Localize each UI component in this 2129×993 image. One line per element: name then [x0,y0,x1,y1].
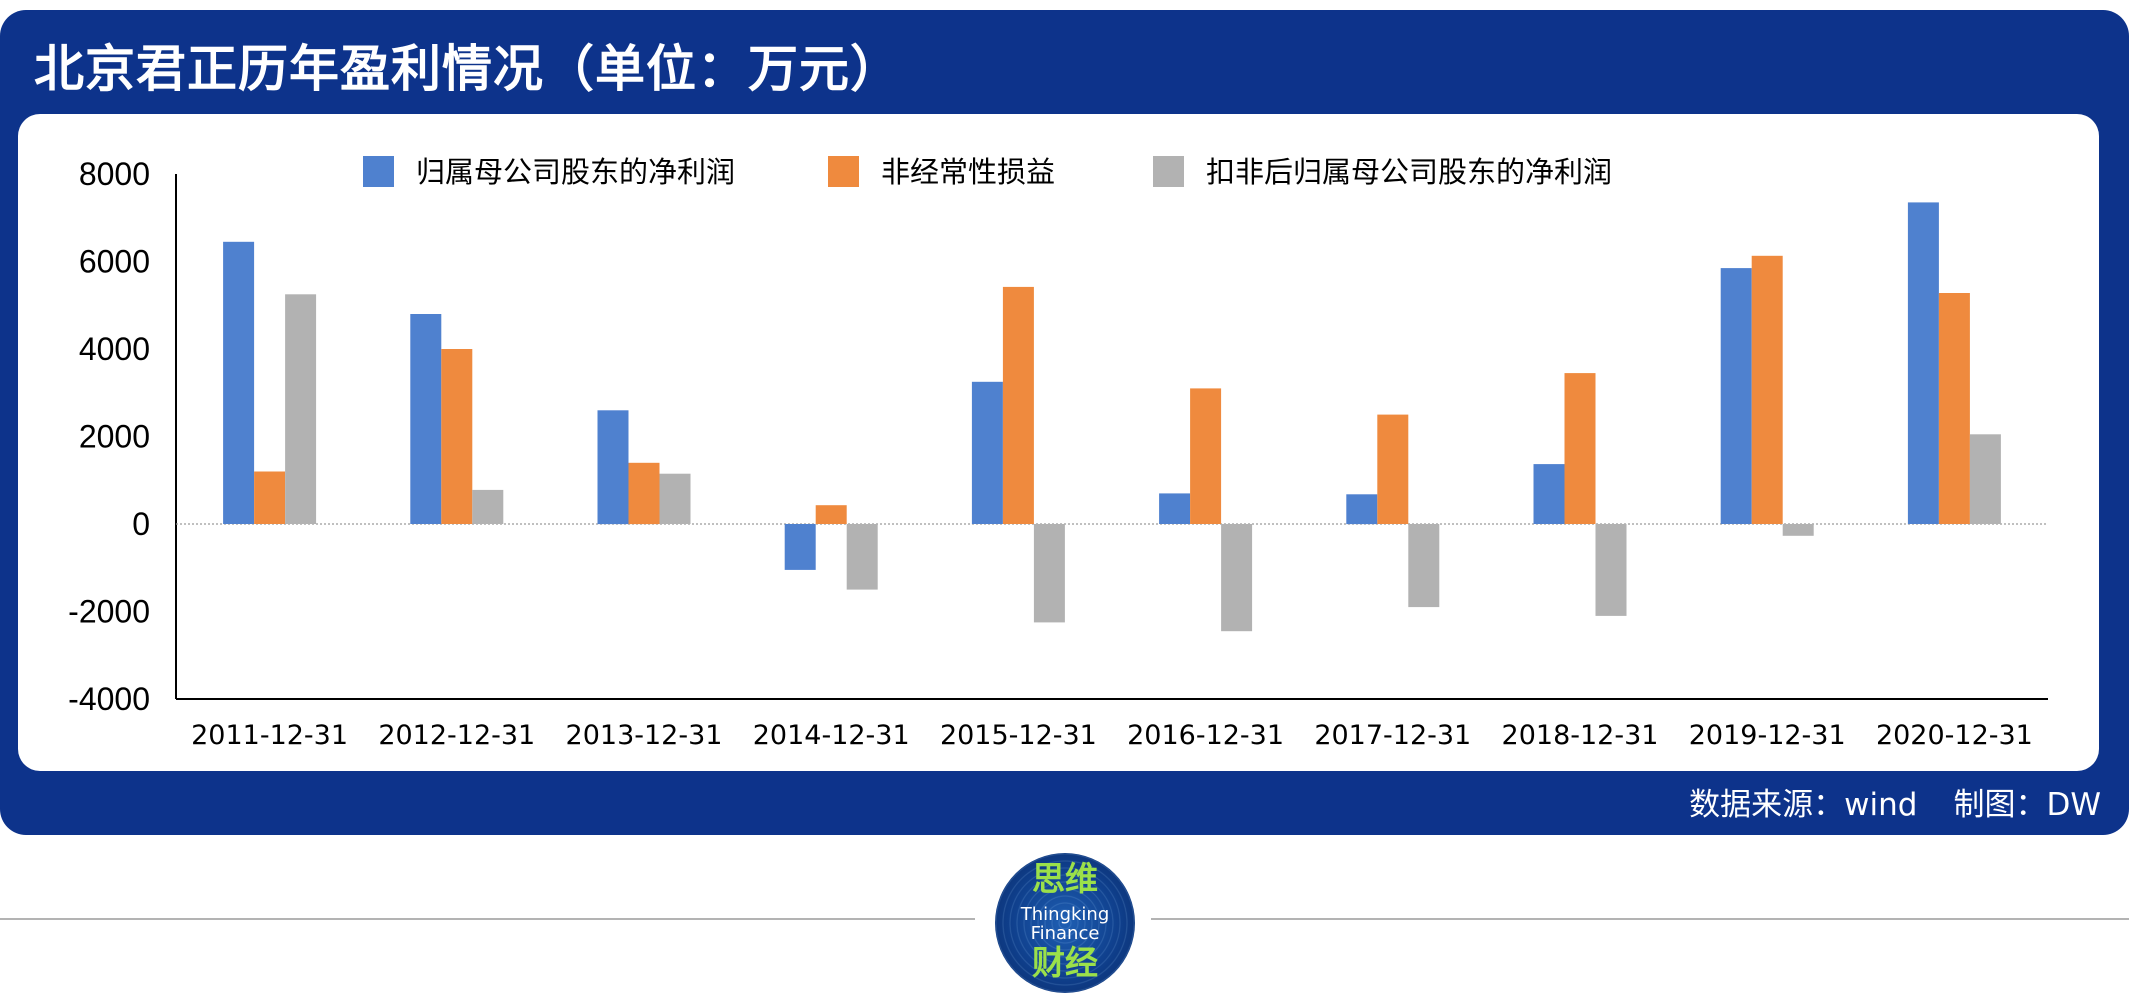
divider-right [1151,918,2129,920]
footer: 数据来源：wind 制图：DW [1689,782,2101,828]
y-tick-label: -4000 [68,681,150,717]
logo-en-line2: Finance [1030,923,1100,944]
thinking-finance-logo: 思维 Thingking Finance 财经 [995,853,1135,993]
bar-2019-12-31-series-3 [1782,524,1814,536]
bar-2018-12-31-series-3 [1595,524,1627,616]
bar-2016-12-31-series-1 [1159,493,1191,524]
x-tick-label: 2018-12-31 [1502,720,1659,751]
bar-2014-12-31-series-1 [784,524,816,570]
bar-2011-12-31-series-1 [223,241,255,525]
chart-author-text: 制图：DW [1953,787,2101,823]
bar-2019-12-31-series-1 [1720,268,1752,524]
y-tick-label: 8000 [79,156,150,192]
bar-2015-12-31-series-2 [1002,286,1034,524]
legend-label-1: 归属母公司股东的净利润 [416,155,735,189]
bar-2012-12-31-series-1 [410,314,442,524]
y-tick-label: -2000 [68,594,150,630]
legend-label-2: 非经常性损益 [881,155,1055,189]
bar-2017-12-31-series-1 [1346,494,1378,525]
logo-en-line1: Thingking [1020,904,1110,925]
bar-2013-12-31-series-3 [659,473,691,524]
x-tick-label: 2014-12-31 [753,720,910,751]
bar-2018-12-31-series-1 [1533,464,1565,524]
x-tick-label: 2017-12-31 [1314,720,1471,751]
legend-swatch-3 [1153,156,1184,187]
bar-2016-12-31-series-2 [1190,388,1222,524]
chart-panel: 北京君正历年盈利情况（单位：万元） 8000 6000 4000 2000 0 -2000… [0,10,2129,835]
bar-2011-12-31-series-2 [254,471,286,524]
bar-2013-12-31-series-1 [597,410,629,525]
y-tick-label: 6000 [79,244,150,280]
divider-left [0,918,975,920]
page-title: 北京君正历年盈利情况（单位：万元） [34,40,901,98]
bar-2020-12-31-series-2 [1938,293,1970,524]
x-tick-label: 2012-12-31 [378,720,535,751]
data-source-text: 数据来源：wind [1689,787,1918,823]
legend-swatch-1 [363,156,394,187]
bar-2019-12-31-series-2 [1751,255,1783,525]
legend-label-3: 扣非后归属母公司股东的净利润 [1206,155,1612,189]
logo-cn-bottom: 财经 [1032,943,1098,982]
logo-cn-top: 思维 [1032,859,1098,898]
bar-2011-12-31-series-3 [285,294,317,524]
chart-card: 8000 6000 4000 2000 0 -2000 -4000 2011-12-31 201… [18,114,2099,771]
bar-2015-12-31-series-3 [1033,524,1065,623]
y-tick-label: 4000 [79,331,150,367]
x-tick-label: 2013-12-31 [566,720,723,751]
legend-swatch-2 [828,156,859,187]
bar-2015-12-31-series-1 [971,381,1003,524]
bar-2020-12-31-series-1 [1907,202,1939,524]
bar-2018-12-31-series-2 [1564,373,1596,524]
bar-2013-12-31-series-2 [628,462,660,525]
logo-ring-pattern [995,853,1135,993]
x-tick-label: 2016-12-31 [1127,720,1284,751]
bar-2014-12-31-series-3 [846,524,878,590]
x-tick-label: 2019-12-31 [1689,720,1846,751]
bar-chart: 8000 6000 4000 2000 0 -2000 -4000 2011-12-31 201… [68,155,2048,751]
bar-2020-12-31-series-3 [1969,434,2001,524]
x-tick-label: 2020-12-31 [1876,720,2033,751]
x-tick-label: 2015-12-31 [940,720,1097,751]
y-tick-label: 2000 [79,419,150,455]
bar-2012-12-31-series-2 [441,349,473,524]
bar-2017-12-31-series-2 [1377,414,1409,524]
x-tick-label: 2011-12-31 [191,720,348,751]
y-tick-label: 0 [132,506,150,542]
bar-2014-12-31-series-2 [815,505,847,524]
bar-2016-12-31-series-3 [1221,524,1253,632]
bar-2017-12-31-series-3 [1408,524,1440,608]
bar-2012-12-31-series-3 [472,489,504,524]
